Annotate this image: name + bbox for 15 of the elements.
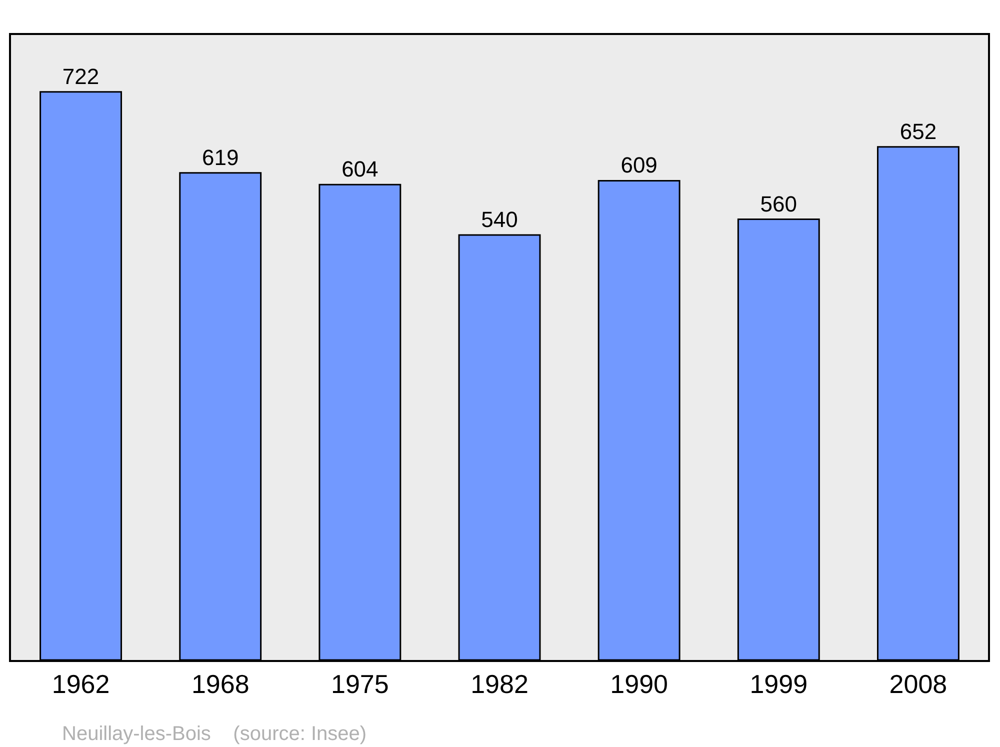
data-label: 604 (342, 156, 378, 182)
x-tick-label: 1975 (331, 669, 389, 700)
text: Neuillay-les-Bois (source: Insee) (62, 723, 367, 745)
data-label: 652 (900, 118, 937, 144)
x-tick-label: 1999 (750, 669, 808, 700)
data-label: 540 (481, 207, 518, 232)
data-label: 560 (760, 191, 798, 216)
data-label: 619 (202, 144, 239, 170)
data-label: 722 (62, 64, 100, 89)
x-tick-label: 1962 (52, 669, 110, 700)
x-tick-label: 1968 (191, 669, 250, 700)
x-tick-label: 1982 (470, 669, 528, 700)
x-tick-label: 1990 (610, 669, 668, 700)
data-label: 609 (620, 152, 658, 178)
x-tick-label: 2008 (889, 669, 948, 700)
